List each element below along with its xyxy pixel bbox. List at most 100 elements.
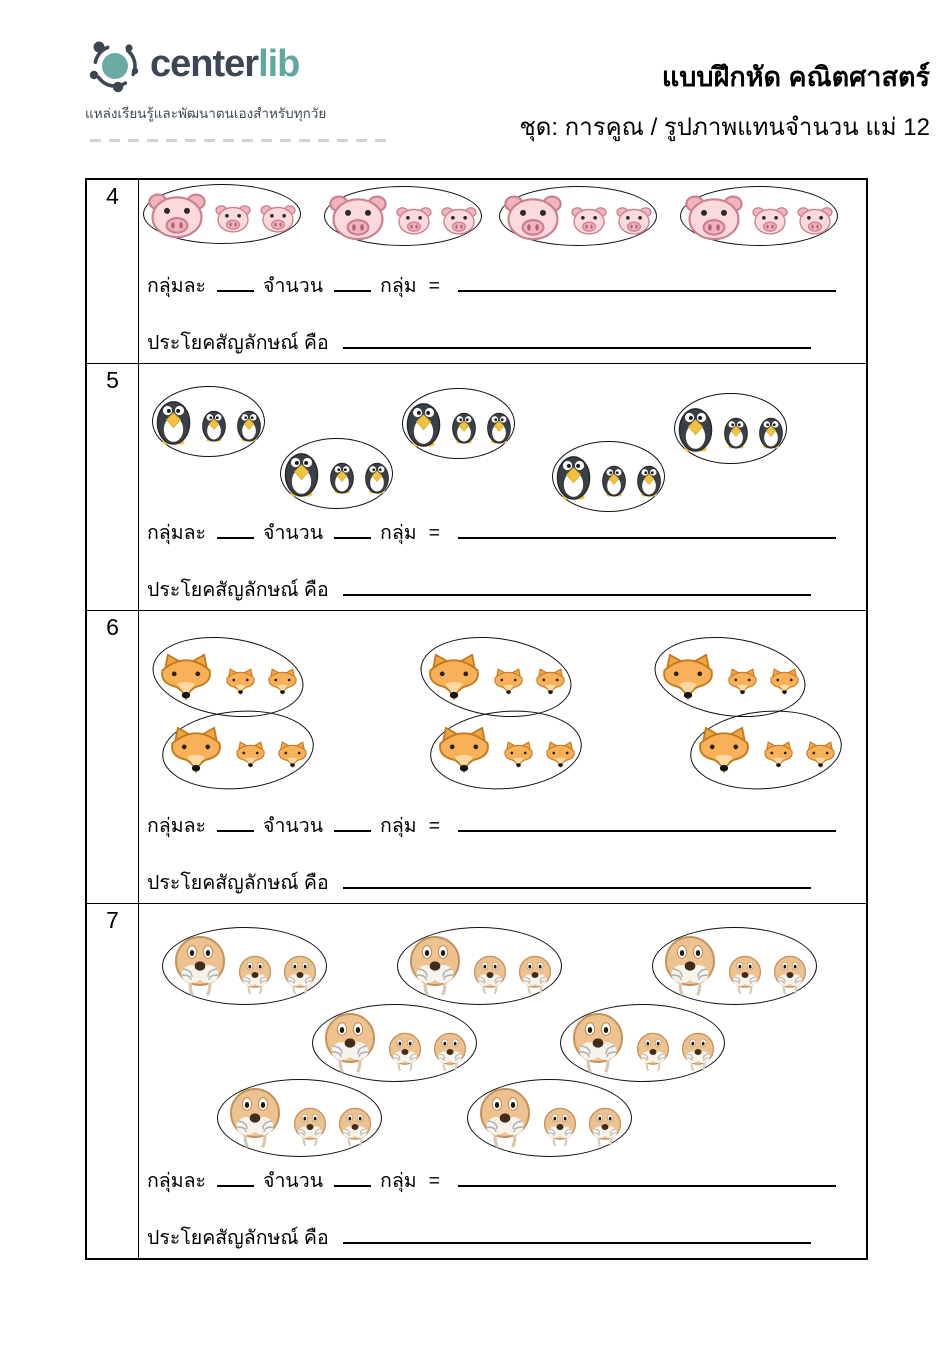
group-animals [162,927,327,1005]
walrus-icon [433,1032,466,1071]
penguin-icon [237,410,261,442]
fox-icon [429,652,479,701]
blank-line [217,815,255,832]
group-animals [217,1079,382,1157]
walrus-icon [479,1088,530,1148]
fox-icon [764,741,793,769]
group-ellipse [560,1004,725,1082]
group-animals [420,638,572,716]
page-title: แบบฝึกหัด คณิตศาสตร์ [661,62,930,92]
centerlib-logo: centerlib แหล่งเรียนรู้และพัฒนาตนเองสำหร… [85,33,365,124]
group-animals [690,711,842,789]
group-ellipse [467,1079,632,1157]
group-animals [560,1004,725,1082]
walrus-icon [238,955,271,994]
group-animals [324,186,482,246]
walrus-icon [543,1107,576,1146]
animal-group [162,927,327,1005]
group-animals [152,386,265,457]
penguin-icon [602,465,626,497]
fox-icon [536,668,565,696]
blank-line [217,275,255,292]
group-ellipse [674,393,787,464]
fox-icon [504,741,533,769]
row-number: 5 [87,364,139,610]
penguin-icon [724,417,748,449]
group-count-prompt: กลุ่มละ จำนวน กลุ่ม = [147,1165,837,1196]
walrus-icon [773,955,806,994]
group-animals [162,711,314,789]
group-ellipse [217,1079,382,1157]
animal-group [560,1004,725,1082]
group-ellipse [680,186,838,246]
walrus-icon [338,1107,371,1146]
group-animals [430,711,582,789]
table-row-7: 7 [87,903,866,1258]
walrus-icon [283,955,316,994]
fox-icon [770,668,799,696]
blank-line [217,522,255,539]
penguin-icon [637,465,661,497]
fox-icon [494,668,523,696]
group-count-prompt: กลุ่มละ จำนวน กลุ่ม = [147,270,837,301]
fox-icon [728,668,757,696]
blank-line [334,1170,372,1187]
blank-line [342,579,811,596]
animal-group [426,704,586,796]
walrus-icon [728,955,761,994]
row-number: 4 [87,180,139,363]
blank-line [334,275,372,292]
blank-line [458,815,837,832]
group-animals [654,638,806,716]
penguin-icon [759,417,783,449]
group-animals [674,393,787,464]
pig-icon [329,194,387,240]
animal-group [217,1079,382,1157]
walrus-icon [293,1107,326,1146]
animal-group [686,704,846,796]
sheet-titles: แบบฝึกหัด คณิตศาสตร์ ชุด: การคูณ / รูปภา… [519,55,930,146]
walrus-icon [636,1032,669,1071]
group-animals [312,1004,477,1082]
group-animals [152,638,304,716]
exercise-table: 4 กลุ่มละ จำนวน กลุ่ม = ประโยคสัญลักษณ์ คือ… [85,178,868,1260]
cropped-instruction-text [90,139,392,143]
pig-icon [504,194,562,240]
group-animals [280,438,393,509]
blank-line [458,1170,837,1187]
animal-group [312,1004,477,1082]
penguin-icon [452,412,476,444]
pig-icon [797,207,833,235]
animal-group [324,186,482,246]
pig-icon [260,205,296,233]
blank-line [334,815,372,832]
walrus-icon [588,1107,621,1146]
penguin-icon [556,455,591,500]
group-animals [397,927,562,1005]
blank-line [342,332,811,349]
walrus-icon [409,936,460,996]
centerlib-logo-icon [89,41,139,93]
animal-group [402,388,515,459]
pig-icon [148,192,206,238]
animal-group [280,438,393,509]
group-animals [652,927,817,1005]
pig-icon [215,205,251,233]
number-sentence-prompt: ประโยคสัญลักษณ์ คือ [147,327,811,358]
animal-group [652,927,817,1005]
group-ellipse [324,186,482,246]
group-count-prompt: กลุ่มละ จำนวน กลุ่ม = [147,810,837,841]
animal-group [158,704,318,796]
group-ellipse [499,186,657,246]
group-animals [552,441,665,512]
pig-icon [752,207,788,235]
fox-icon [663,652,713,701]
table-row-4: 4 กลุ่มละ จำนวน กลุ่ม = ประโยคสัญลักษณ์ คือ [87,180,866,363]
animal-group [552,441,665,512]
group-ellipse [652,927,817,1005]
penguin-icon [406,402,441,447]
walrus-icon [388,1032,421,1071]
blank-line [334,522,372,539]
group-ellipse [152,386,265,457]
